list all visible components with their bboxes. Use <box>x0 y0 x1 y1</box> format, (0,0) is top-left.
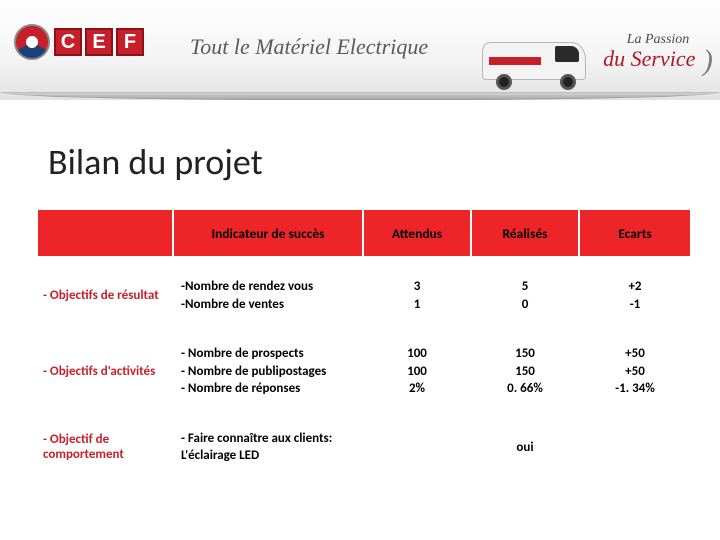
cell-actual: oui <box>471 419 579 476</box>
cef-logo: C E F <box>14 24 144 60</box>
row-label: - Objectifs de résultat <box>37 267 173 324</box>
cell-indicator: - Nombre de prospects - Nombre de publip… <box>173 334 363 409</box>
header-gap: Ecarts <box>579 209 691 257</box>
cell-expected: 3 1 <box>363 267 471 324</box>
cell-actual: 150 150 0. 66% <box>471 334 579 409</box>
row-label: - Objectif de comportement <box>37 419 173 476</box>
cef-letter-e: E <box>85 28 113 56</box>
table-row: - Objectifs d'activités - Nombre de pros… <box>37 334 691 409</box>
cell-expected: 100 100 2% <box>363 334 471 409</box>
header-corner <box>37 209 173 257</box>
slide-title: Bilan du projet <box>48 140 720 184</box>
cef-letter-f: F <box>116 28 144 56</box>
project-results-table: Indicateur de succès Attendus Réalisés E… <box>36 208 692 477</box>
cell-gap: +2 -1 <box>579 267 691 324</box>
passion-slogan: La Passion du Service ) <box>602 32 714 78</box>
cell-actual: 5 0 <box>471 267 579 324</box>
cef-emblem-icon <box>14 24 50 60</box>
table-row: - Objectif de comportement - Faire conna… <box>37 419 691 476</box>
cell-indicator: -Nombre de rendez vous -Nombre de ventes <box>173 267 363 324</box>
cell-indicator: - Faire connaître aux clients: L'éclaira… <box>173 419 363 476</box>
header-indicator: Indicateur de succès <box>173 209 363 257</box>
van-illustration-icon <box>474 38 594 92</box>
cell-gap: +50 +50 -1. 34% <box>579 334 691 409</box>
row-label: - Objectifs d'activités <box>37 334 173 409</box>
cell-expected <box>363 419 471 476</box>
cef-letter-c: C <box>54 28 82 56</box>
table-header-row: Indicateur de succès Attendus Réalisés E… <box>37 209 691 257</box>
cell-gap <box>579 419 691 476</box>
tagline-text: Tout le Matériel Electrique <box>190 34 428 60</box>
header-banner: C E F Tout le Matériel Electrique La Pas… <box>0 0 720 100</box>
table-row: - Objectifs de résultat -Nombre de rende… <box>37 267 691 324</box>
header-expected: Attendus <box>363 209 471 257</box>
cef-letters: C E F <box>54 28 144 56</box>
header-actual: Réalisés <box>471 209 579 257</box>
passion-line2: du Service ) <box>602 44 714 78</box>
